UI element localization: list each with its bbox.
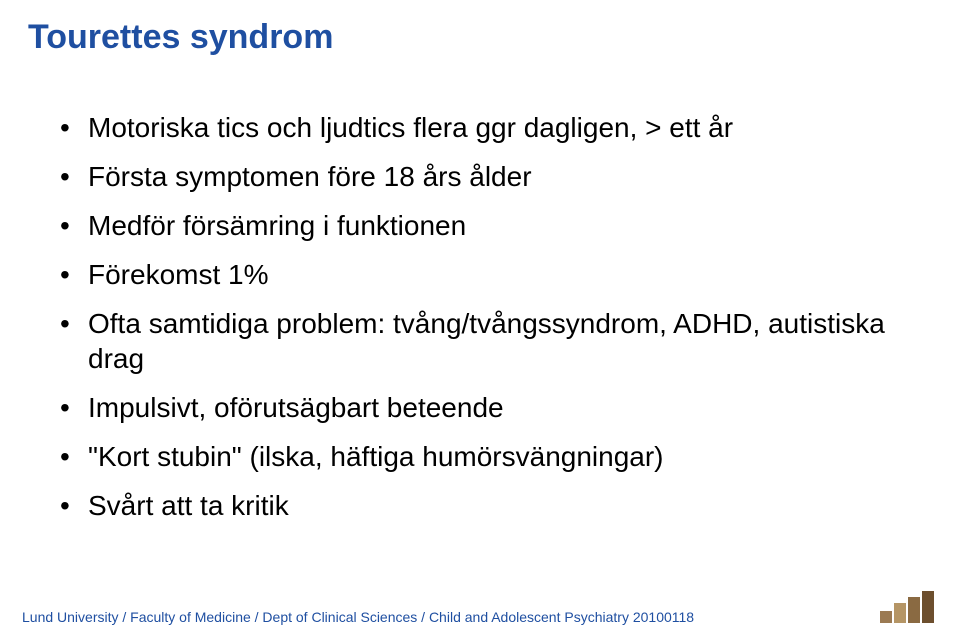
list-item: Svårt att ta kritik	[60, 488, 920, 523]
list-item: Motoriska tics och ljudtics flera ggr da…	[60, 110, 920, 145]
list-item: Medför försämring i funktionen	[60, 208, 920, 243]
slide-title: Tourettes syndrom	[28, 18, 333, 57]
list-item: Ofta samtidiga problem: tvång/tvångssynd…	[60, 306, 920, 376]
list-item: Första symptomen före 18 års ålder	[60, 159, 920, 194]
logo-bar	[894, 603, 906, 623]
logo-bar	[922, 591, 934, 623]
list-item: Impulsivt, oförutsägbart beteende	[60, 390, 920, 425]
list-item: Förekomst 1%	[60, 257, 920, 292]
list-item: "Kort stubin" (ilska, häftiga humörsväng…	[60, 439, 920, 474]
logo-icon	[880, 591, 938, 623]
logo-bar	[908, 597, 920, 623]
slide: Tourettes syndrom Motoriska tics och lju…	[0, 0, 960, 639]
logo-bar	[880, 611, 892, 623]
bullet-list: Motoriska tics och ljudtics flera ggr da…	[60, 110, 920, 537]
footer-text: Lund University / Faculty of Medicine / …	[22, 609, 850, 625]
